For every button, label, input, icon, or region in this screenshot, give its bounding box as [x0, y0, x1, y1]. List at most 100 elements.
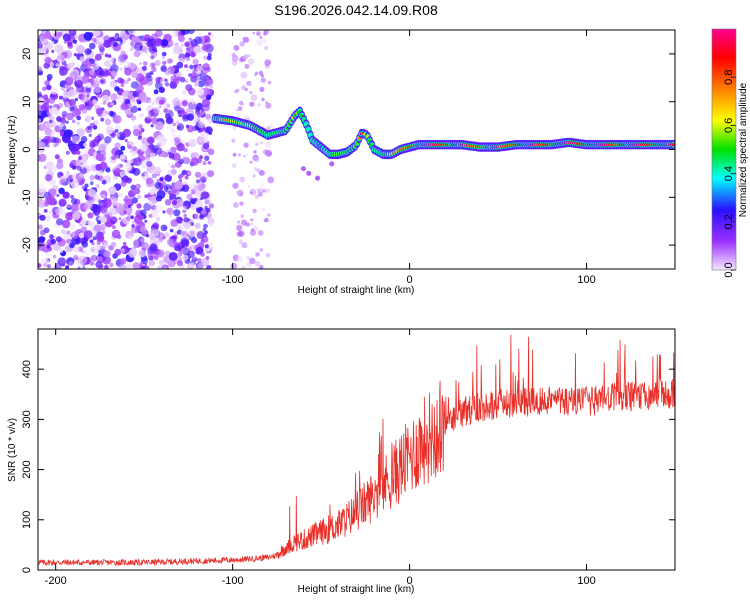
noise-blob [151, 173, 157, 179]
noise-blob [203, 223, 208, 229]
noise-blob [202, 98, 211, 108]
noise-blob [238, 230, 245, 237]
noise-blob [202, 191, 210, 200]
noise-blob [249, 101, 255, 107]
noise-blob [172, 122, 177, 127]
x-tick-label: -100 [222, 274, 244, 286]
noise-blob [233, 202, 239, 208]
noise-blob [101, 217, 108, 223]
x-tick-label: 100 [577, 575, 595, 587]
noise-blob [59, 67, 68, 76]
noise-blob [139, 225, 147, 233]
y-tick-label: 100 [21, 511, 33, 529]
noise-blob [190, 222, 195, 226]
noise-blob [62, 191, 70, 199]
spectrogram-ylabel: Frequency (Hz) [7, 116, 18, 185]
noise-blob [46, 84, 52, 91]
noise-blob [62, 91, 70, 99]
noise-blob [132, 189, 138, 195]
noise-blob [149, 243, 158, 252]
noise-blob [171, 164, 176, 169]
noise-blob [110, 241, 117, 248]
noise-blob [114, 248, 122, 256]
noise-blob [115, 154, 120, 159]
noise-blob [163, 184, 173, 193]
noise-blob [48, 105, 53, 109]
noise-blob [139, 76, 149, 86]
noise-blob [256, 159, 259, 163]
noise-blob [156, 179, 160, 183]
noise-blob [149, 189, 156, 196]
noise-blob [101, 68, 110, 77]
noise-blob [206, 55, 212, 61]
noise-blob [75, 79, 83, 87]
noise-blob [98, 144, 107, 152]
noise-blob [104, 136, 112, 144]
noise-blob [120, 145, 126, 151]
noise-blob [196, 102, 204, 110]
noise-blob [164, 174, 172, 182]
noise-blob [172, 179, 176, 183]
noise-blob [197, 183, 206, 191]
y-tick-label: -20 [21, 237, 33, 253]
noise-blob [103, 242, 109, 248]
noise-blob [154, 204, 163, 213]
noise-blob [135, 183, 141, 190]
noise-blob [164, 78, 168, 82]
noise-blob [205, 255, 210, 260]
noise-blob [61, 120, 66, 125]
snr-panel: -200 -100 0 100 0 100 200 300 400 Height of stra… [7, 328, 676, 595]
noise-blob [87, 221, 91, 225]
noise-blob [166, 44, 170, 48]
noise-blob [195, 179, 201, 184]
noise-blob [185, 84, 193, 92]
noise-blob [52, 254, 57, 259]
noise-blob [68, 261, 74, 266]
noise-blob [255, 142, 259, 146]
y-tick-label: 20 [21, 48, 33, 60]
noise-blob [191, 237, 198, 244]
noise-blob [67, 139, 72, 144]
noise-blob [93, 78, 100, 85]
noise-blob [195, 258, 199, 262]
noise-blob [114, 129, 119, 133]
noise-blob [117, 95, 122, 101]
noise-blob [253, 150, 257, 154]
noise-blob [196, 231, 205, 239]
noise-blob [193, 46, 202, 54]
noise-blob [200, 241, 205, 246]
noise-blob [249, 160, 253, 164]
noise-blob [267, 80, 272, 85]
noise-blob [183, 147, 188, 153]
noise-blob [76, 115, 81, 121]
noise-blob [147, 201, 152, 205]
noise-blob [173, 45, 182, 55]
noise-blob [188, 190, 192, 194]
noise-blob [199, 176, 207, 184]
noise-blob [151, 66, 157, 73]
noise-blob [80, 136, 88, 143]
noise-blob [138, 249, 146, 258]
noise-blob [38, 224, 44, 230]
colorbar-gradient [712, 29, 736, 270]
noise-blob [73, 143, 81, 151]
noise-blob [38, 184, 46, 193]
noise-blob [204, 197, 212, 205]
noise-blob [183, 213, 187, 218]
noise-blob [154, 181, 162, 189]
noise-blob [266, 126, 271, 131]
noise-blob [49, 234, 54, 240]
noise-blob [80, 226, 87, 233]
noise-blob [38, 97, 45, 105]
noise-blob [265, 101, 268, 104]
noise-blob [144, 194, 148, 198]
colorbar-tick-label: 0.4 [723, 166, 735, 181]
noise-blob [119, 154, 125, 160]
noise-blob [100, 245, 106, 251]
noise-blob [232, 182, 239, 189]
noise-blob [158, 237, 164, 243]
noise-blob [250, 94, 258, 101]
noise-blob [188, 246, 192, 251]
